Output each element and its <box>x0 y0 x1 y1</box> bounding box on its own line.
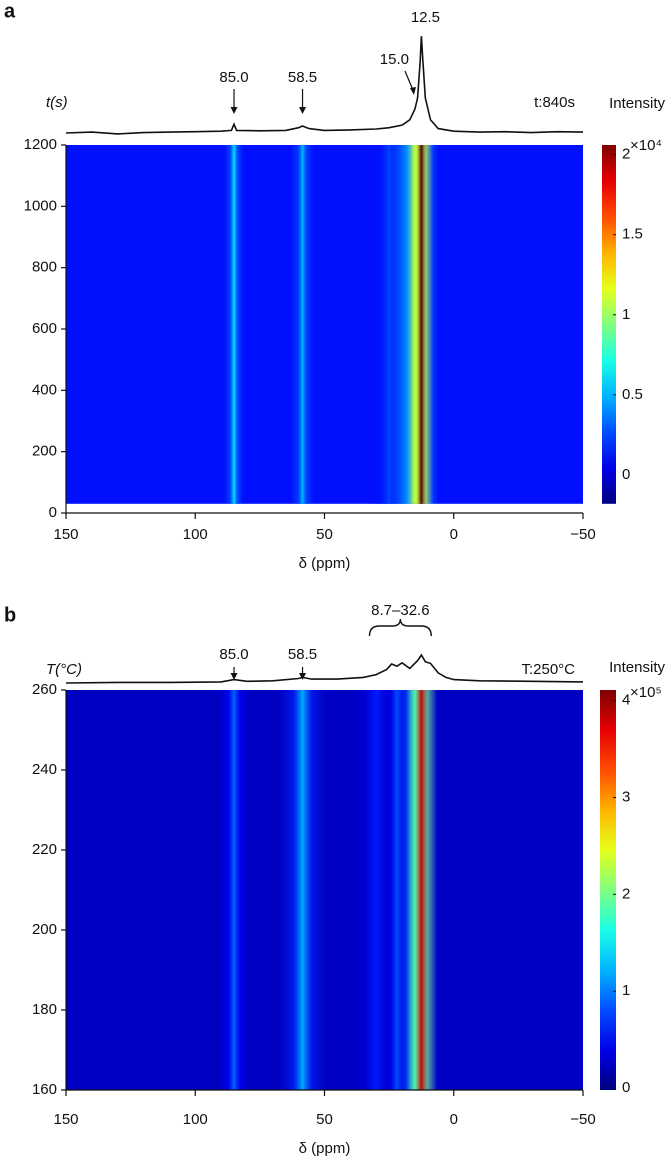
colorbar-scale: ×10⁵ <box>630 684 662 701</box>
colorbar-tick-label: 0 <box>622 1079 630 1096</box>
peak-label: 12.5 <box>411 9 440 26</box>
y-tick-label: 160 <box>32 1081 57 1098</box>
heatmap-peak <box>218 690 250 1090</box>
colorbar-tick-label: 0 <box>622 466 630 483</box>
x-tick-label: 0 <box>450 526 458 543</box>
colorbar-tick-label: 1.5 <box>622 226 643 243</box>
colorbar-tick-label: 2 <box>622 885 630 902</box>
y-tick-label: 400 <box>32 381 57 398</box>
y-tick-label: 800 <box>32 259 57 276</box>
peak-arrow <box>404 70 414 91</box>
x-tick-label: 150 <box>53 1111 78 1128</box>
y-tick-label: 1000 <box>24 197 57 214</box>
peak-label: 58.5 <box>288 646 317 663</box>
heatmap-peak <box>279 690 326 1090</box>
heatmap-peak <box>224 145 244 504</box>
arrow-head <box>299 673 307 680</box>
colorbar-tick-label: 4 <box>622 692 630 709</box>
panel-label: a <box>4 0 16 22</box>
heatmap-peak <box>409 145 434 504</box>
colorbar-title: Intensity <box>609 95 665 112</box>
colorbar-tick-label: 1 <box>622 306 630 323</box>
y-tick-label: 200 <box>32 921 57 938</box>
colorbar-tick-label: 1 <box>622 982 630 999</box>
x-tick-label: 50 <box>316 526 333 543</box>
x-tick-label: −50 <box>570 1111 595 1128</box>
spectrum-line <box>65 653 584 684</box>
y-axis-label: T(°C) <box>46 661 82 678</box>
y-tick-label: 1200 <box>24 136 57 153</box>
colorbar-tick-label: 3 <box>622 788 630 805</box>
bracket <box>368 618 432 637</box>
y-tick-label: 200 <box>32 443 57 460</box>
x-axis-label: δ (ppm) <box>299 1140 351 1157</box>
arrow-head <box>230 673 238 680</box>
heatmap-peak <box>290 145 315 504</box>
y-tick-label: 240 <box>32 761 57 778</box>
colorbar-scale: ×10⁴ <box>630 137 662 154</box>
heatmap-background <box>66 145 583 504</box>
x-tick-label: 100 <box>183 1111 208 1128</box>
x-axis-label: δ (ppm) <box>299 555 351 572</box>
colorbar-tick-label: 2 <box>622 146 630 163</box>
y-tick-label: 600 <box>32 320 57 337</box>
x-tick-label: −50 <box>570 526 595 543</box>
y-tick-label: 0 <box>49 504 57 521</box>
colorbar <box>602 145 616 504</box>
spectrum-line <box>65 36 584 135</box>
arrow-head <box>409 87 416 95</box>
x-tick-label: 0 <box>450 1111 458 1128</box>
peak-label: 85.0 <box>219 69 248 86</box>
colorbar-title: Intensity <box>609 659 665 676</box>
y-tick-label: 260 <box>32 681 57 698</box>
y-tick-label: 180 <box>32 1001 57 1018</box>
y-tick-label: 220 <box>32 841 57 858</box>
x-tick-label: 100 <box>183 526 208 543</box>
peak-label: 85.0 <box>219 646 248 663</box>
arrow-head <box>230 107 238 114</box>
panel-label: b <box>4 604 16 626</box>
y-axis-label: t(s) <box>46 94 68 111</box>
arrow-head <box>299 107 307 114</box>
x-tick-label: 50 <box>316 1111 333 1128</box>
x-tick-label: 150 <box>53 526 78 543</box>
peak-label: 15.0 <box>380 51 409 68</box>
heatmap-peak <box>405 690 437 1090</box>
colorbar-tick-label: 0.5 <box>622 386 643 403</box>
spectrum-label: t:840s <box>534 94 575 111</box>
colorbar <box>600 690 616 1090</box>
spectrum-label: T:250°C <box>521 661 575 678</box>
peak-label: 58.5 <box>288 69 317 86</box>
bracket-label: 8.7–32.6 <box>371 602 429 619</box>
